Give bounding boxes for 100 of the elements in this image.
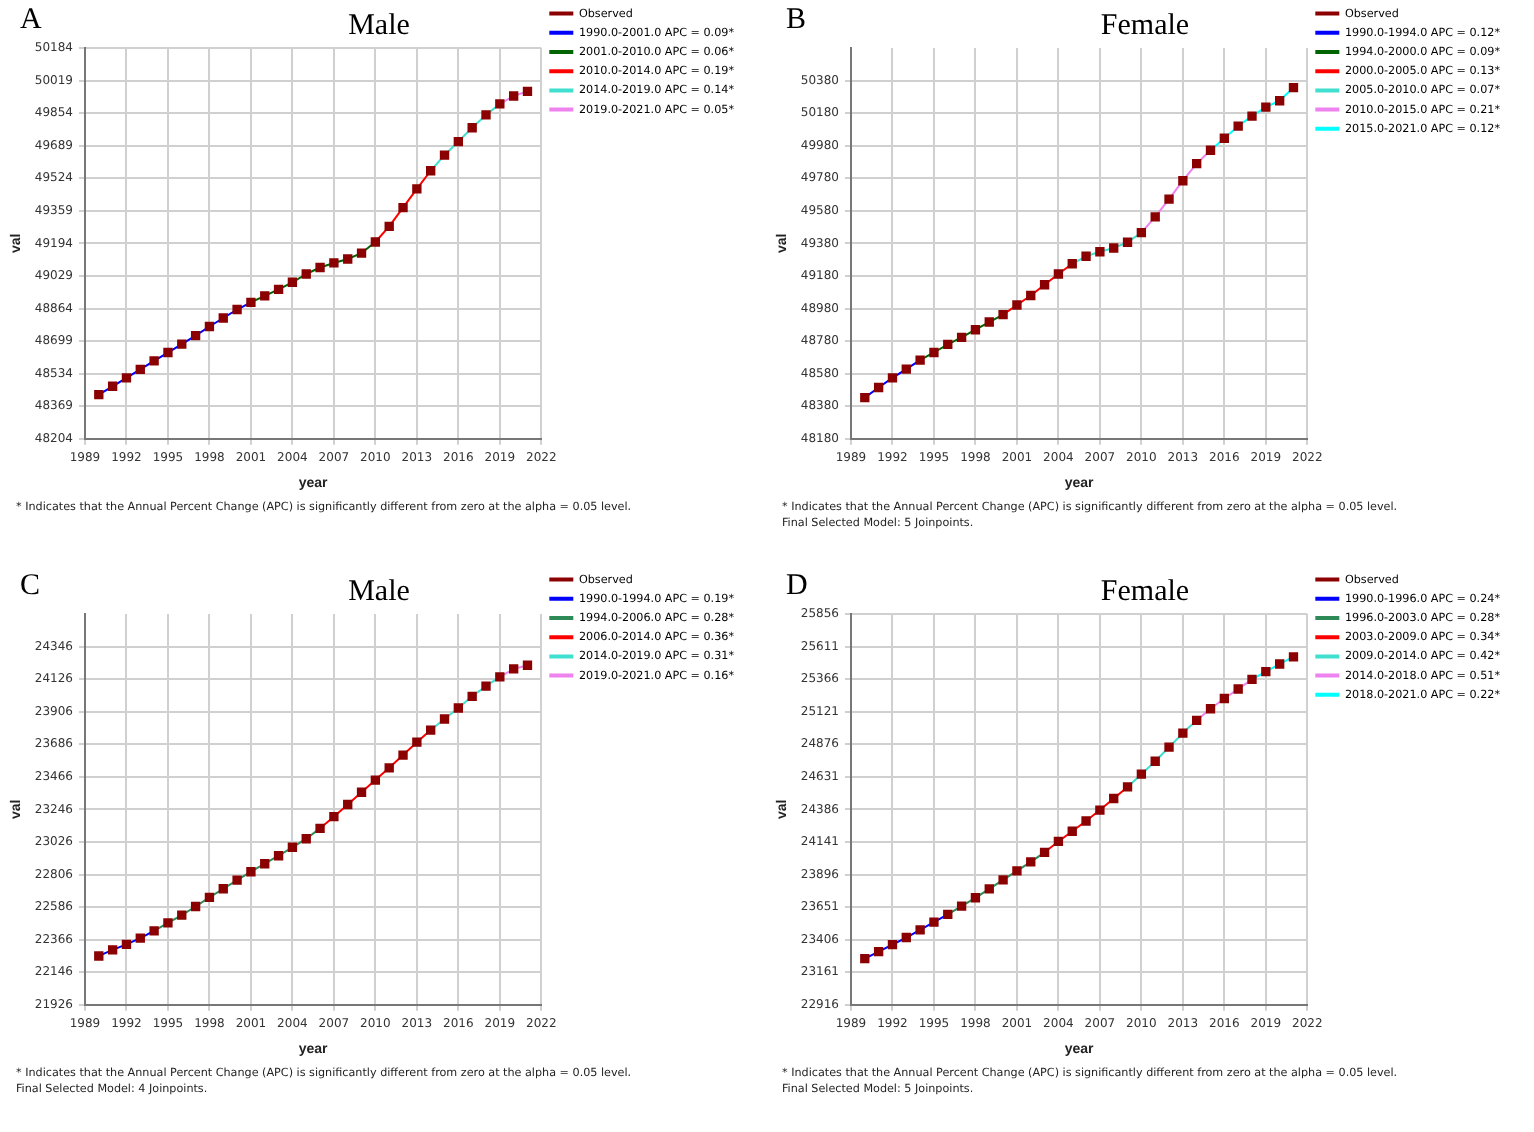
chart-title: Female: [1100, 575, 1190, 608]
point: [121, 373, 132, 383]
point: [481, 110, 491, 120]
point: [1081, 251, 1091, 261]
point: [1136, 227, 1147, 238]
point: [1164, 194, 1174, 204]
point: [356, 248, 367, 258]
point: [1178, 728, 1188, 738]
point: [163, 347, 173, 358]
point: [1026, 290, 1036, 301]
point: [1095, 247, 1105, 257]
point: [970, 325, 981, 335]
point: [860, 954, 870, 964]
point: [218, 884, 228, 894]
point: [1219, 693, 1230, 704]
point: [956, 901, 967, 911]
point: [467, 123, 477, 133]
point: [1261, 667, 1271, 677]
point: [887, 939, 898, 950]
point: [929, 347, 939, 358]
point: [1261, 102, 1271, 112]
point: [1233, 121, 1243, 131]
point: [315, 262, 325, 273]
point: [901, 932, 911, 943]
point: [412, 737, 422, 747]
point: [915, 355, 925, 365]
point: [495, 672, 505, 682]
point: [287, 842, 298, 852]
point: [887, 373, 898, 383]
point: [873, 382, 884, 393]
point: [998, 875, 1008, 885]
point: [1274, 96, 1285, 106]
point: [94, 389, 104, 400]
point: [439, 714, 450, 724]
point: [177, 339, 187, 349]
point: [1150, 756, 1160, 766]
point: [246, 867, 256, 877]
point: [190, 330, 201, 341]
point: [1012, 300, 1022, 310]
point: [439, 150, 450, 160]
point: [329, 811, 339, 822]
point: [1039, 847, 1050, 858]
point: [943, 909, 953, 920]
point: [1288, 82, 1299, 93]
point: [426, 166, 436, 176]
point: [1274, 659, 1285, 669]
point: [163, 918, 173, 928]
point: [94, 951, 104, 961]
point: [1053, 269, 1064, 279]
point: [1136, 769, 1147, 779]
point: [370, 237, 381, 247]
point: [1109, 243, 1119, 253]
chart-title: Male: [348, 9, 411, 42]
point: [1164, 742, 1174, 752]
text: B: [786, 4, 807, 38]
point: [970, 893, 981, 903]
point: [508, 664, 519, 674]
point: [915, 925, 925, 935]
point: [1150, 212, 1160, 222]
point: [121, 939, 132, 950]
point: [873, 946, 884, 957]
point: [246, 297, 256, 308]
point: [384, 763, 394, 773]
chart-title: Female: [1100, 9, 1190, 42]
point: [467, 691, 477, 701]
point: [956, 332, 967, 343]
point: [273, 284, 284, 295]
point: [149, 926, 159, 936]
point: [260, 859, 270, 869]
point: [343, 254, 353, 264]
point: [301, 834, 311, 844]
point: [1067, 826, 1077, 836]
point: [204, 321, 215, 332]
text: C: [20, 570, 41, 604]
point: [929, 917, 939, 927]
point: [998, 309, 1008, 320]
point: [260, 291, 270, 301]
point: [343, 799, 353, 810]
point: [370, 775, 381, 785]
point: [984, 317, 994, 327]
point: [1233, 684, 1243, 694]
point: [301, 269, 311, 279]
point: [1053, 836, 1064, 847]
point: [1039, 280, 1050, 290]
point: [1247, 674, 1257, 685]
point: [149, 356, 159, 366]
point: [315, 823, 325, 834]
point: [273, 851, 284, 861]
point: [232, 304, 242, 315]
point: [177, 910, 187, 920]
text: D: [786, 570, 808, 604]
point: [1012, 866, 1022, 876]
point: [860, 392, 870, 403]
point: [1219, 133, 1230, 143]
text: A: [20, 4, 42, 38]
point: [412, 184, 422, 194]
point: [287, 277, 298, 287]
point: [135, 933, 145, 943]
point: [218, 313, 228, 323]
point: [1067, 259, 1077, 269]
